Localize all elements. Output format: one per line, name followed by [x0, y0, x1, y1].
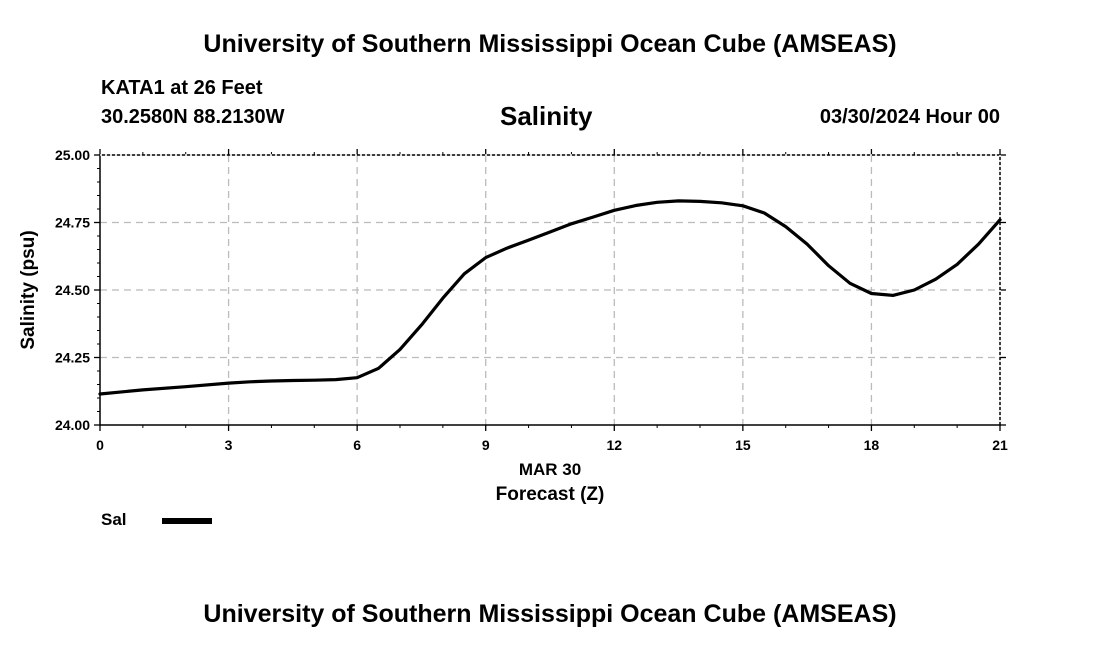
x-tick-label: 15: [735, 437, 751, 453]
grid-layer: [100, 155, 1000, 425]
y-tick-label: 25.00: [55, 147, 90, 163]
chart-footer-title: University of Southern Mississippi Ocean…: [203, 600, 897, 628]
y-tick-label: 24.00: [55, 417, 90, 433]
y-axis-label: Salinity (psu): [18, 230, 39, 349]
station-label: KATA1 at 26 Feet: [101, 77, 263, 99]
salinity-series-line: [98, 199, 1002, 396]
y-tick-label: 24.50: [55, 282, 90, 298]
legend-label-sal: Sal: [101, 510, 127, 529]
x-tick-label: 3: [225, 437, 233, 453]
x-tick-label: 0: [96, 437, 104, 453]
x-axis-label: Forecast (Z): [496, 484, 605, 505]
x-tick-label: 6: [353, 437, 361, 453]
y-tick-label: 24.75: [55, 215, 90, 231]
tick-label-layer: 0 3 6 9 12 15 18 21 24.00 24.25 24.50 24.75 25.00: [55, 147, 1008, 453]
chart-title: Salinity: [500, 101, 593, 131]
chart-header-title: University of Southern Mississippi Ocean…: [203, 30, 897, 58]
x-tick-label: 12: [606, 437, 622, 453]
x-tick-label: 18: [864, 437, 880, 453]
y-tick-label: 24.25: [55, 350, 90, 366]
x-tick-label: 9: [482, 437, 490, 453]
station-coordinates: 30.2580N 88.2130W: [101, 106, 285, 128]
forecast-datetime: 03/30/2024 Hour 00: [819, 106, 1000, 128]
x-axis-date-label: MAR 30: [519, 460, 581, 479]
x-tick-label: 21: [992, 437, 1008, 453]
tick-layer: [94, 149, 1006, 431]
